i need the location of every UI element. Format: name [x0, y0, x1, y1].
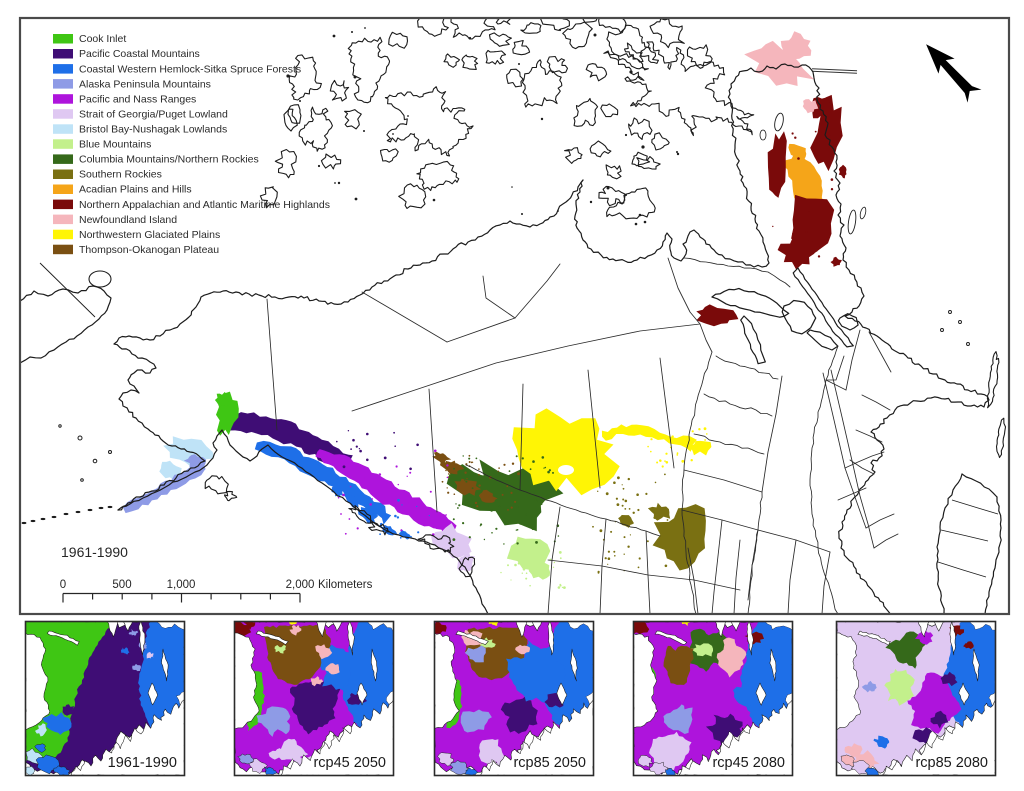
svg-text:Coastal Western Hemlock-Sitka: Coastal Western Hemlock-Sitka Spruce For… — [79, 63, 301, 75]
svg-text:Newfoundland Island: Newfoundland Island — [79, 214, 177, 226]
svg-text:0: 0 — [60, 579, 66, 591]
svg-text:rcp45 2080: rcp45 2080 — [712, 755, 785, 771]
svg-text:rcp85 2050: rcp85 2050 — [513, 755, 586, 771]
svg-text:2,000: 2,000 — [286, 579, 315, 591]
svg-text:Northwestern Glaciated Plains: Northwestern Glaciated Plains — [79, 229, 220, 241]
svg-text:Alaska Peninsula Mountains: Alaska Peninsula Mountains — [79, 78, 211, 90]
svg-text:Thompson-Okanogan Plateau: Thompson-Okanogan Plateau — [79, 244, 219, 256]
svg-text:1961-1990: 1961-1990 — [108, 755, 177, 771]
svg-text:rcp45 2050: rcp45 2050 — [313, 755, 386, 771]
svg-text:Blue Mountains: Blue Mountains — [79, 139, 151, 151]
svg-text:Pacific Coastal Mountains: Pacific Coastal Mountains — [79, 48, 200, 60]
svg-text:Acadian Plains and Hills: Acadian Plains and Hills — [79, 184, 192, 196]
svg-text:Southern Rockies: Southern Rockies — [79, 169, 162, 181]
svg-text:500: 500 — [112, 579, 131, 591]
svg-text:Kilometers: Kilometers — [318, 579, 373, 591]
svg-text:Pacific and Nass Ranges: Pacific and Nass Ranges — [79, 93, 196, 105]
svg-text:Cook Inlet: Cook Inlet — [79, 33, 126, 45]
svg-text:Columbia Mountains/Northern Ro: Columbia Mountains/Northern Rockies — [79, 154, 259, 166]
svg-text:rcp85 2080: rcp85 2080 — [915, 755, 988, 771]
svg-text:1,000: 1,000 — [167, 579, 196, 591]
svg-text:Bristol Bay-Nushagak Lowlands: Bristol Bay-Nushagak Lowlands — [79, 124, 227, 136]
svg-text:Northern Appalachian and Atlan: Northern Appalachian and Atlantic Mariti… — [79, 199, 330, 211]
svg-text:1961-1990: 1961-1990 — [61, 544, 128, 560]
svg-text:Strait of Georgia/Puget Lowlan: Strait of Georgia/Puget Lowland — [79, 108, 228, 120]
